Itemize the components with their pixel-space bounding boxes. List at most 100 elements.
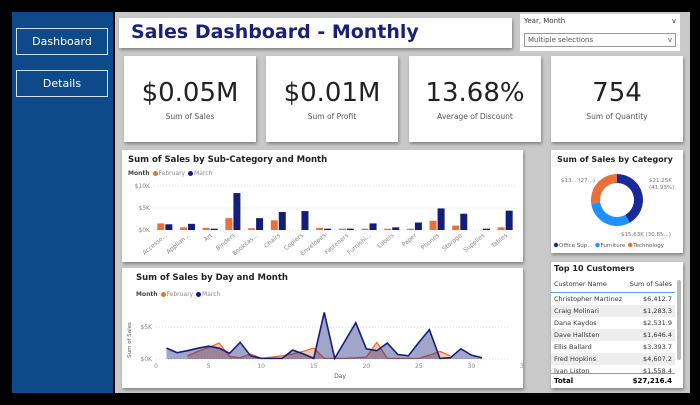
nav-dashboard-button[interactable]: Dashboard [16, 28, 108, 55]
slicer-dropdown[interactable]: Multiple selections v [524, 33, 676, 47]
kpi-label: Sum of Profit [307, 112, 357, 121]
x-tick-label: Envelopes [299, 232, 327, 257]
legend-item[interactable]: Furniture [601, 243, 626, 249]
x-tick-label: Supplies [462, 232, 486, 254]
legend-february[interactable]: February [158, 170, 186, 177]
customer-sales: $6,412.7 [643, 295, 672, 303]
kpi-card-discount: 13.68% Average of Discount [409, 56, 541, 142]
legend-february[interactable]: February [166, 291, 194, 298]
bar-march[interactable] [369, 223, 377, 230]
chart-title: Sum of Sales by Day and Month [136, 273, 288, 283]
donut-slice[interactable] [591, 174, 617, 204]
legend-dot [595, 242, 600, 248]
x-tick-label: 0 [154, 363, 158, 370]
bar-march[interactable] [482, 228, 490, 230]
table-row[interactable]: Craig Molinari $1,283.3 [551, 305, 675, 317]
table-row[interactable]: Fred Hopkins $4,607.2 [551, 353, 675, 365]
x-tick-label: 25 [415, 363, 423, 370]
report-canvas: Sales Dashboard - Monthly Year, Month v M… [115, 12, 690, 393]
bar-march[interactable] [301, 211, 309, 230]
bar-march[interactable] [165, 224, 173, 230]
donut-chart-card: Sum of Sales by Category $21.25K (41.93%)… [551, 150, 683, 253]
y-tick-label: $0K [138, 227, 151, 234]
bar-february[interactable] [180, 227, 188, 230]
customer-sales: $3,393.7 [643, 343, 672, 351]
bar-february[interactable] [497, 227, 505, 230]
x-tick-label: 20 [362, 363, 370, 370]
bar-march[interactable] [188, 223, 196, 230]
chart-title: Sum of Sales by Category [557, 155, 673, 164]
bar-february[interactable] [202, 227, 210, 230]
bar-march[interactable] [324, 228, 332, 230]
slice-label: $13... (27...) [561, 178, 595, 184]
bar-february[interactable] [248, 228, 256, 230]
year-month-slicer[interactable]: Year, Month v Multiple selections v [520, 14, 680, 51]
x-tick-label: Tables [489, 232, 509, 250]
bar-february[interactable] [157, 223, 165, 230]
customer-name: Ivan Liston [554, 367, 590, 374]
bar-march[interactable] [346, 228, 354, 230]
bar-march[interactable] [278, 211, 286, 230]
bar-february[interactable] [361, 228, 369, 230]
legend-item[interactable]: Technology [632, 243, 665, 249]
bar-february[interactable] [452, 225, 460, 230]
column-header-sales[interactable]: Sum of Sales [629, 280, 672, 288]
bar-february[interactable] [406, 228, 414, 230]
x-tick-label: Storage [441, 232, 464, 253]
legend-dot [628, 242, 633, 248]
bar-march[interactable] [233, 193, 241, 230]
bar-march[interactable] [505, 210, 513, 230]
bar-february[interactable] [316, 227, 324, 230]
line-february[interactable] [187, 341, 451, 360]
nav-details-button[interactable]: Details [16, 70, 108, 97]
legend-march[interactable]: March [202, 291, 221, 298]
table-row[interactable]: Dana Kaydos $2,531.9 [551, 317, 675, 329]
x-tick-label: 15 [310, 363, 318, 370]
y-tick-label: $0K [140, 356, 153, 363]
top-customers-table-card: Top 10 Customers Customer Name Sum of Sal… [551, 262, 683, 388]
bar-march[interactable] [256, 218, 264, 230]
slicer-label: Year, Month [524, 17, 566, 25]
table-row[interactable]: Christopher Martinez $6,412.7 [551, 293, 675, 306]
customer-name: Fred Hopkins [554, 355, 597, 363]
bar-chart-card: Sum of Sales by Sub-Category and Month M… [122, 150, 523, 262]
table-scrollbar[interactable] [677, 280, 681, 360]
table-row[interactable]: Ellis Ballard $3,393.7 [551, 341, 675, 353]
area-march [166, 312, 482, 359]
customer-sales: $1,646.4 [643, 331, 672, 339]
bar-february[interactable] [225, 218, 233, 230]
x-tick-label: 5 [207, 363, 211, 370]
legend-march[interactable]: March [194, 170, 213, 177]
bar-february[interactable] [429, 220, 437, 230]
bar-march[interactable] [392, 227, 400, 230]
slice-label: $15.63K (30.85...) [621, 232, 671, 238]
donut-slice[interactable] [591, 202, 630, 226]
table-row[interactable]: Dave Hallsten $1,646.4 [551, 329, 675, 341]
bar-march[interactable] [210, 228, 218, 230]
customer-name: Craig Molinari [554, 307, 599, 315]
bar-march[interactable] [437, 208, 445, 230]
x-tick-label: 30 [468, 363, 476, 370]
donut-slice[interactable] [617, 174, 643, 223]
column-header-customer[interactable]: Customer Name [554, 280, 607, 288]
y-tick-label: $10K [135, 183, 151, 190]
customer-sales: $1,283.3 [643, 307, 672, 315]
x-tick-label: Applian... [165, 232, 191, 256]
bar-february[interactable] [384, 228, 392, 230]
x-tick-label: Paper [401, 232, 419, 249]
chevron-down-icon[interactable]: v [671, 17, 676, 25]
slice-label: (41.93%) [649, 185, 674, 191]
y-tick-label: $5K [140, 324, 153, 331]
legend-item[interactable]: Office Sup... [559, 243, 593, 249]
kpi-value: 754 [592, 78, 642, 108]
bar-march[interactable] [460, 213, 468, 230]
legend-dot-march [196, 292, 202, 297]
area-chart: $0K $5K 0 5 10 15 20 25 30 35 Day Sum of Sales [127, 312, 523, 380]
table-row[interactable]: Ivan Liston $1,558.4 [551, 365, 675, 374]
bar-february[interactable] [270, 220, 278, 230]
line-march[interactable] [166, 312, 483, 361]
table-title: Top 10 Customers [554, 264, 635, 273]
bar-february[interactable] [338, 228, 346, 230]
bar-march[interactable] [414, 222, 422, 230]
x-tick-label: Bookcas... [231, 232, 259, 257]
